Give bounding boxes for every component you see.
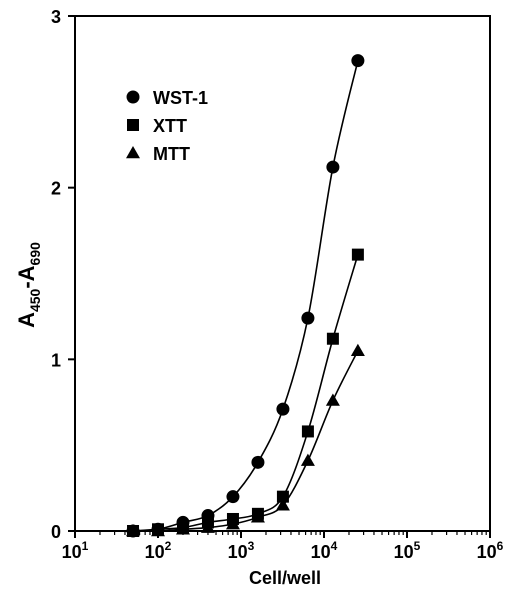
x-axis-label: Cell/well (249, 568, 321, 588)
data-point-mtt (200, 520, 215, 533)
data-point-mtt (325, 393, 340, 406)
series-line-xtt (132, 254, 359, 532)
y-axis-label-prefix: A (14, 312, 39, 328)
data-point-wst-1 (276, 402, 290, 416)
legend-marker-mtt (126, 146, 140, 159)
legend: WST-1 XTT MTT (126, 88, 208, 164)
x-tick-label: 103 (228, 539, 255, 562)
data-point-wst-1 (226, 490, 240, 504)
x-tick-label: 105 (394, 539, 421, 562)
x-tick-label: 104 (311, 539, 338, 562)
y-axis-label-sub2: 690 (27, 242, 43, 266)
data-point-wst-1 (301, 311, 315, 325)
data-point-mtt (300, 453, 315, 466)
data-point-mtt (275, 498, 290, 511)
plot-border (74, 15, 491, 532)
y-axis-label-sub1: 450 (27, 288, 43, 312)
y-axis-label: A450-A690 (14, 242, 43, 328)
data-point-mtt (151, 524, 165, 537)
data-point-xtt (351, 248, 364, 261)
data-point-wst-1 (326, 160, 340, 174)
data-point-mtt (250, 510, 265, 523)
y-tick-label: 2 (51, 179, 61, 199)
y-tick-label: 1 (51, 350, 61, 370)
data-point-mtt (225, 517, 240, 530)
data-point-xtt (326, 332, 339, 345)
data-point-xtt (301, 425, 314, 438)
legend-label-mtt: MTT (153, 144, 190, 164)
legend-marker-xtt (127, 119, 139, 131)
data-point-mtt (350, 343, 365, 356)
data-point-wst-1 (251, 455, 265, 469)
x-tick-label: 102 (145, 539, 172, 562)
x-tick-label: 101 (62, 539, 89, 562)
y-tick-label: 3 (51, 7, 61, 27)
data-point-mtt (126, 524, 141, 537)
data-point-mtt (175, 522, 190, 535)
plot-frame (74, 15, 491, 532)
legend-label-wst-1: WST-1 (153, 88, 208, 108)
series-line-mtt (133, 350, 359, 532)
legend-label-xtt: XTT (153, 116, 187, 136)
data-point-wst-1 (351, 54, 365, 68)
series-markers (126, 54, 365, 538)
x-tick-label: 106 (477, 539, 504, 562)
y-axis-ticks: 0 1 2 3 (51, 7, 75, 542)
y-axis-label-dash: -A (14, 265, 39, 288)
y-tick-label: 0 (51, 522, 61, 542)
data-point-xtt (276, 490, 289, 503)
legend-marker-wst-1 (126, 90, 140, 104)
